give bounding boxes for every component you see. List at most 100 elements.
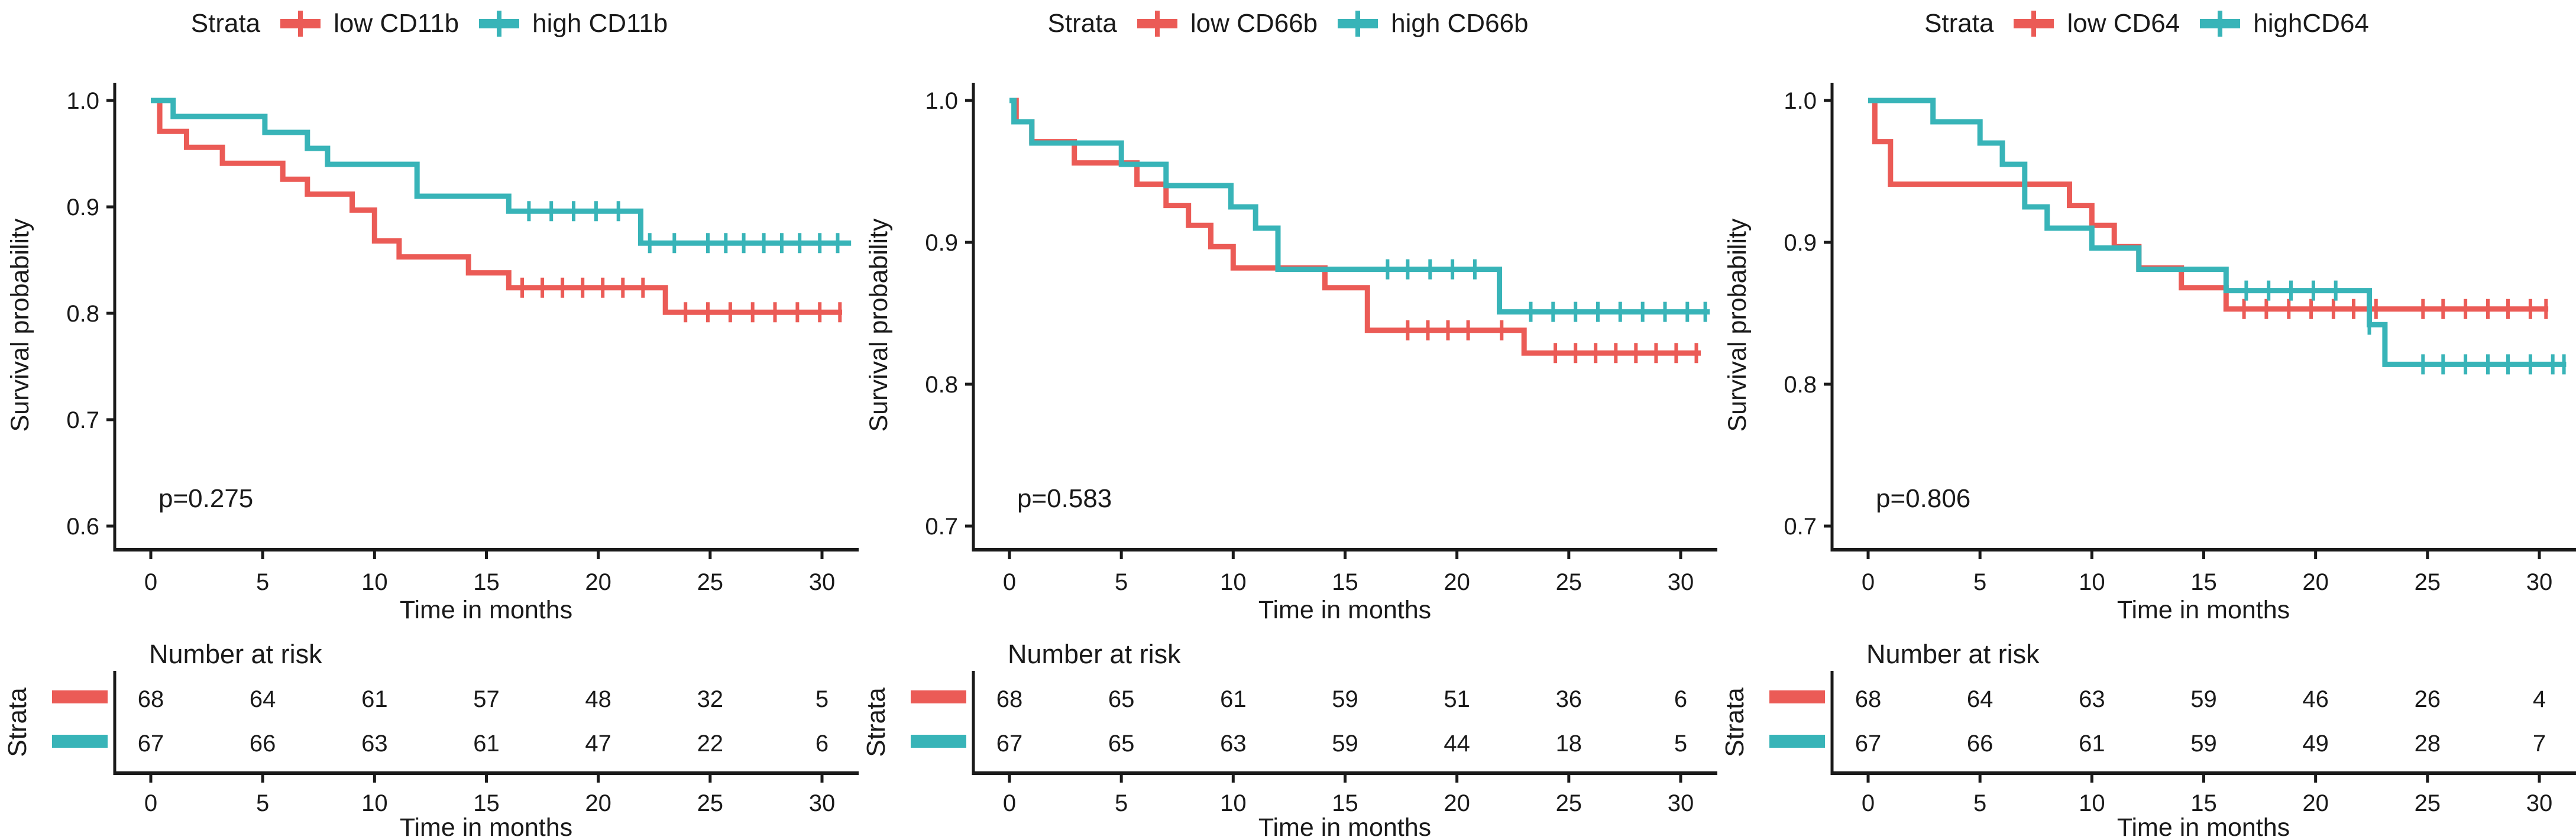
risk-x-tick-label: 5: [1115, 790, 1128, 816]
risk-value: 67: [138, 731, 164, 757]
strata-axis-label: Strata: [862, 687, 891, 757]
x-tick-label: 25: [1556, 569, 1583, 595]
risk-color-bar-highcd64: [1769, 735, 1825, 748]
km-chart-cd66b: Survival probability 1.0 0.9 0.8 0.7 0 5 10 15 20…: [865, 83, 1717, 624]
legend-item-high-cd11b: high CD11b: [474, 6, 668, 41]
risk-x-tick-label: 5: [1973, 790, 1986, 816]
legend-item-highcd64: highCD64: [2195, 6, 2369, 41]
risk-table-title: Number at risk: [149, 639, 322, 669]
risk-value: 68: [138, 686, 164, 712]
x-tick-label: 20: [585, 569, 611, 595]
x-tick-label: 5: [256, 569, 269, 595]
y-tick-label: 0.9: [66, 194, 99, 220]
censor-marks-high-cd66b: [1386, 259, 1707, 322]
y-tick-label: 0.7: [66, 407, 99, 433]
risk-value: 5: [1674, 731, 1687, 757]
legend-item-low-cd11b: low CD11b: [276, 6, 459, 41]
y-tick-label: 0.7: [1784, 514, 1817, 540]
risk-value: 51: [1444, 686, 1470, 712]
risk-x-tick-label: 0: [1862, 790, 1875, 816]
risk-value: 26: [2415, 686, 2441, 712]
legend-item-label: high CD11b: [532, 9, 668, 38]
risk-x-tick-label: 25: [2415, 790, 2441, 816]
risk-x-axis-title: Time in months: [1258, 813, 1431, 837]
x-tick-label: 0: [1003, 569, 1016, 595]
risk-value: 44: [1444, 731, 1470, 757]
risk-table-title: Number at risk: [1008, 639, 1181, 669]
km-chart-cd11b: Survival probability 1.0 0.9 0.8 0.7 0.6 0 5 10 1…: [6, 83, 859, 624]
censor-marks-highcd64: [2244, 280, 2566, 375]
risk-value: 59: [2190, 731, 2217, 757]
risk-value: 61: [2079, 731, 2105, 757]
risk-value: 67: [996, 731, 1023, 757]
risk-value: 61: [473, 731, 500, 757]
risk-value: 61: [1220, 686, 1247, 712]
km-panel-cd64: Strata low CD64 highCD64 Survival probabili…: [1717, 0, 2576, 837]
legend-item-low-cd66b: low CD66b: [1132, 6, 1318, 41]
risk-value: 46: [2302, 686, 2329, 712]
x-tick-label: 25: [2415, 569, 2441, 595]
x-axis-title: Time in months: [2117, 596, 2290, 624]
censor-marks-low-cd11b: [520, 277, 842, 323]
risk-x-tick-label: 30: [809, 790, 836, 816]
risk-value: 59: [1332, 686, 1358, 712]
risk-value: 63: [2079, 686, 2105, 712]
risk-x-tick-label: 15: [473, 790, 500, 816]
km-panel-cd11b: Strata low CD11b high CD11b Survival probab…: [0, 0, 859, 837]
risk-value: 36: [1556, 686, 1583, 712]
strata-axis-label: Strata: [1720, 687, 1749, 757]
risk-value: 6: [1674, 686, 1687, 712]
risk-value: 59: [2190, 686, 2217, 712]
risk-table-cd66b: Number at risk Strata 68 65 61 59 51 36 6 67 65 63 5…: [862, 639, 1717, 837]
x-axis-title: Time in months: [1258, 596, 1431, 624]
risk-x-tick-label: 15: [2190, 790, 2217, 816]
survival-curve-low-cd11b: [151, 98, 842, 315]
risk-value: 66: [250, 731, 276, 757]
survival-curve-high-cd11b: [151, 98, 852, 246]
survival-curve-high-cd66b: [1009, 98, 1710, 315]
x-tick-label: 25: [697, 569, 724, 595]
risk-value: 5: [815, 686, 829, 712]
risk-value: 28: [2415, 731, 2441, 757]
risk-x-tick-label: 25: [697, 790, 724, 816]
risk-value: 65: [1108, 686, 1135, 712]
risk-value: 47: [585, 731, 611, 757]
risk-x-tick-label: 15: [1332, 790, 1358, 816]
censor-marks-high-cd11b: [527, 201, 840, 254]
x-tick-label: 30: [2526, 569, 2553, 595]
legend-item-label: highCD64: [2253, 9, 2369, 38]
y-tick-label: 1.0: [925, 88, 958, 114]
survival-curve-low-cd64: [1868, 98, 2549, 312]
legend-key-plus-icon: [280, 11, 321, 37]
risk-value: 63: [361, 731, 388, 757]
legend-title: Strata: [1047, 9, 1117, 38]
x-tick-label: 30: [809, 569, 836, 595]
risk-value: 68: [996, 686, 1023, 712]
risk-x-axis-title: Time in months: [400, 813, 572, 837]
risk-value: 65: [1108, 731, 1135, 757]
risk-color-bar-low-cd64: [1769, 690, 1825, 703]
risk-value: 6: [815, 731, 829, 757]
y-tick-label: 0.9: [925, 230, 958, 256]
p-value-label: p=0.806: [1876, 484, 1970, 513]
censor-marks-low-cd66b: [1406, 320, 1698, 364]
risk-table-cd64: Number at risk Strata 68 64 63 59 46 26 4 67 66 61 5…: [1720, 639, 2576, 837]
legend-key-plus-icon: [2200, 11, 2241, 37]
risk-color-bar-high-cd66b: [911, 735, 966, 748]
risk-value: 49: [2302, 731, 2329, 757]
risk-value: 22: [697, 731, 724, 757]
risk-color-bar-low-cd11b: [52, 690, 108, 703]
y-axis-title: Survival probability: [6, 218, 34, 432]
risk-table-cd11b: Number at risk Strata 68 64 61 57 48 32 5 67 66 63 6…: [3, 639, 859, 837]
legend-item-low-cd64: low CD64: [2009, 6, 2180, 41]
y-tick-label: 1.0: [1784, 88, 1817, 114]
risk-value: 66: [1967, 731, 1994, 757]
y-tick-label: 0.8: [1784, 372, 1817, 398]
y-tick-label: 0.7: [925, 514, 958, 540]
x-axis-title: Time in months: [400, 596, 572, 624]
risk-value: 63: [1220, 731, 1247, 757]
risk-x-tick-label: 0: [144, 790, 157, 816]
x-tick-label: 15: [473, 569, 500, 595]
risk-value: 64: [250, 686, 276, 712]
